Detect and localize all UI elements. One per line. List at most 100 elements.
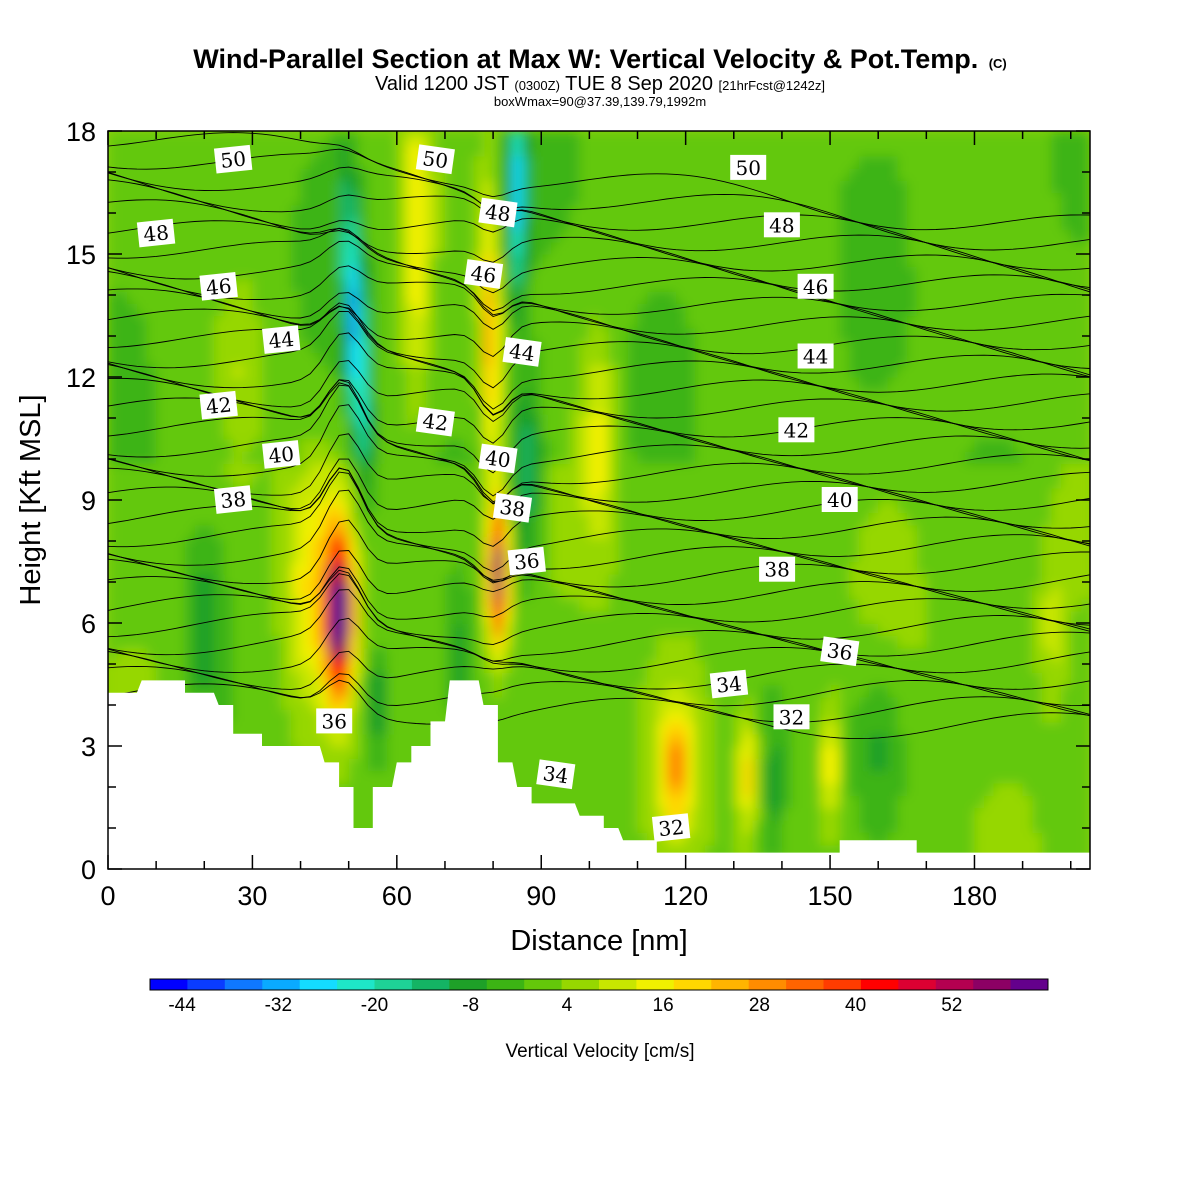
field-cell xyxy=(762,204,774,218)
field-cell xyxy=(406,377,417,391)
field-cell xyxy=(781,696,793,710)
field-cell xyxy=(743,217,754,231)
field-cell xyxy=(858,426,870,440)
field-cell xyxy=(252,573,263,587)
field-cell xyxy=(387,475,398,489)
field-cell xyxy=(156,586,167,600)
field-cell xyxy=(704,389,716,403)
field-cell xyxy=(887,549,899,563)
field-cell xyxy=(781,131,793,145)
field-cell xyxy=(676,500,687,514)
field-cell xyxy=(810,217,822,231)
field-cell xyxy=(589,758,600,772)
field-cell xyxy=(483,659,494,673)
field-cell xyxy=(502,524,514,538)
field-cell xyxy=(117,131,128,145)
field-cell xyxy=(676,364,687,378)
field-cell xyxy=(810,254,822,268)
field-cell xyxy=(810,647,822,661)
field-cell xyxy=(454,598,465,612)
field-cell xyxy=(676,549,687,563)
field-cell xyxy=(522,586,533,600)
field-cell xyxy=(339,155,350,169)
field-cell xyxy=(223,647,234,661)
field-cell xyxy=(319,426,331,440)
field-cell xyxy=(666,290,677,304)
field-cell xyxy=(878,266,889,280)
field-cell xyxy=(753,512,764,526)
field-cell xyxy=(772,413,783,427)
field-cell xyxy=(319,131,331,145)
field-cell xyxy=(136,500,148,514)
field-cell xyxy=(599,647,610,661)
field-cell xyxy=(136,266,148,280)
field-cell xyxy=(281,229,292,243)
field-cell xyxy=(839,450,851,464)
field-cell xyxy=(858,672,870,686)
field-cell xyxy=(550,229,562,243)
field-cell xyxy=(685,487,696,501)
field-cell xyxy=(377,143,388,157)
field-cell xyxy=(367,413,379,427)
field-cell xyxy=(820,770,831,784)
field-cell xyxy=(223,377,234,391)
field-cell xyxy=(753,500,764,514)
field-cell xyxy=(560,450,571,464)
field-cell xyxy=(608,659,619,673)
field-cell xyxy=(522,684,533,698)
field-cell xyxy=(791,536,802,550)
field-cell xyxy=(599,204,610,218)
field-cell xyxy=(262,586,273,600)
field-cell xyxy=(445,672,456,686)
field-cell xyxy=(425,524,437,538)
field-cell xyxy=(252,438,263,452)
field-cell xyxy=(589,512,600,526)
field-cell xyxy=(194,254,205,268)
field-cell xyxy=(676,401,687,415)
field-cell xyxy=(300,647,311,661)
field-cell xyxy=(300,524,311,538)
field-cell xyxy=(762,746,774,760)
field-cell xyxy=(194,278,205,292)
field-cell xyxy=(560,143,571,157)
field-cell xyxy=(416,229,427,243)
field-cell xyxy=(406,143,417,157)
field-cell xyxy=(165,389,177,403)
field-cell xyxy=(358,229,369,243)
field-cell xyxy=(810,536,822,550)
field-cell xyxy=(127,389,138,403)
field-cell xyxy=(733,549,745,563)
field-cell xyxy=(541,229,552,243)
field-cell xyxy=(483,536,494,550)
field-cell xyxy=(531,192,542,206)
field-cell xyxy=(589,782,600,796)
field-cell xyxy=(878,500,889,514)
field-cell xyxy=(676,290,687,304)
field-cell xyxy=(724,327,735,341)
field-cell xyxy=(676,659,687,673)
field-cell xyxy=(868,696,879,710)
field-cell xyxy=(502,684,514,698)
field-cell xyxy=(358,672,369,686)
field-cell xyxy=(136,635,148,649)
field-cell xyxy=(685,315,696,329)
field-cell xyxy=(348,623,360,637)
field-cell xyxy=(801,598,812,612)
field-cell xyxy=(185,155,196,169)
field-cell xyxy=(117,155,128,169)
field-cell xyxy=(618,795,629,809)
field-cell xyxy=(185,586,196,600)
field-cell xyxy=(367,746,379,760)
field-cell xyxy=(473,229,485,243)
field-cell xyxy=(801,143,812,157)
field-cell xyxy=(724,426,735,440)
field-cell xyxy=(329,364,340,378)
field-cell xyxy=(560,672,571,686)
field-cell xyxy=(339,167,350,181)
field-cell xyxy=(695,746,706,760)
field-cell xyxy=(310,721,321,735)
field-cell xyxy=(281,180,292,194)
field-cell xyxy=(810,167,822,181)
field-cell xyxy=(348,413,360,427)
field-cell xyxy=(483,426,494,440)
